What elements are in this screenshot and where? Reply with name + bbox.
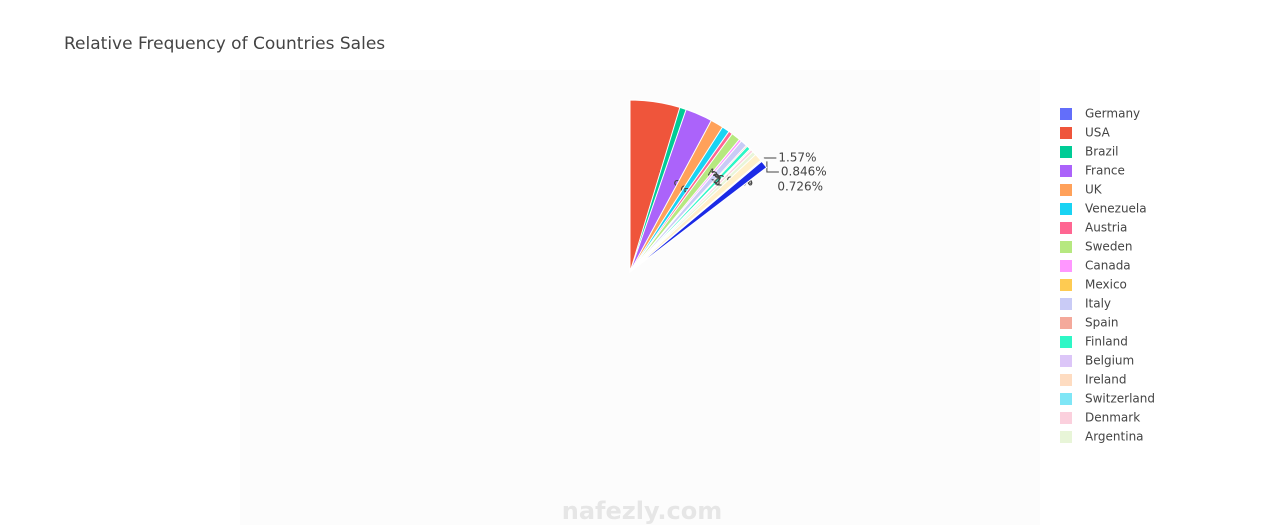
legend-label: Canada	[1085, 259, 1131, 273]
pie-slice	[629, 160, 768, 273]
legend-swatch	[1060, 203, 1072, 215]
legend-swatch	[1060, 108, 1072, 120]
legend-label: Switzerland	[1085, 392, 1155, 406]
legend-swatch	[1060, 127, 1072, 139]
legend-swatch	[1060, 374, 1072, 386]
legend-swatch	[1060, 279, 1072, 291]
legend-label: Brazil	[1085, 145, 1119, 159]
legend-swatch	[1060, 184, 1072, 196]
legend-swatch	[1060, 431, 1072, 443]
legend-swatch	[1060, 412, 1072, 424]
legend-swatch	[1060, 355, 1072, 367]
slice-label: 1.57%	[778, 151, 816, 165]
watermark: nafezly.com	[562, 497, 722, 525]
legend-swatch	[1060, 241, 1072, 253]
legend-label: Austria	[1085, 221, 1127, 235]
legend-label: Argentina	[1085, 430, 1144, 444]
legend-label: Finland	[1085, 335, 1128, 349]
legend-label: Germany	[1085, 107, 1140, 121]
legend-label: Belgium	[1085, 354, 1134, 368]
slice-label: 0.726%	[777, 180, 823, 194]
legend-swatch	[1060, 165, 1072, 177]
legend-label: France	[1085, 164, 1125, 178]
legend-swatch	[1060, 393, 1072, 405]
legend-label: Spain	[1085, 316, 1119, 330]
slice-label: 0.846%	[781, 165, 827, 179]
chart-title: Relative Frequency of Countries Sales	[64, 34, 385, 54]
leader-line	[766, 161, 779, 173]
legend-swatch	[1060, 298, 1072, 310]
legend-label: Venezuela	[1085, 202, 1147, 216]
legend-label: Ireland	[1085, 373, 1127, 387]
legend-swatch	[1060, 260, 1072, 272]
legend-label: UK	[1085, 183, 1103, 197]
legend-swatch	[1060, 317, 1072, 329]
legend-label: Mexico	[1085, 278, 1127, 292]
legend-swatch	[1060, 146, 1072, 158]
legend-swatch	[1060, 222, 1072, 234]
legend-label: Denmark	[1085, 411, 1140, 425]
legend-label: Sweden	[1085, 240, 1132, 254]
legend-swatch	[1060, 336, 1072, 348]
legend-label: Italy	[1085, 297, 1111, 311]
legend-label: USA	[1085, 126, 1111, 140]
